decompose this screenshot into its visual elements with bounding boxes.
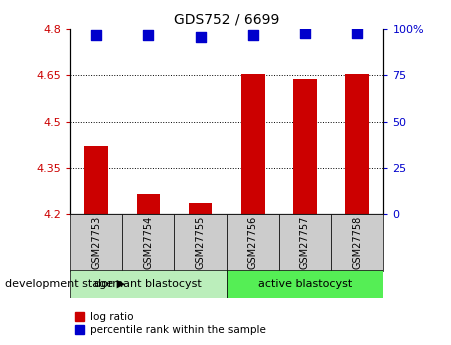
Bar (345, 74, 369, 214)
Bar (241, 74, 264, 214)
Legend: log ratio, percentile rank within the sample: log ratio, percentile rank within the sa… (75, 312, 266, 335)
Text: GSM27758: GSM27758 (352, 216, 362, 269)
Bar (137, 194, 160, 214)
Bar (293, 79, 317, 214)
Text: active blastocyst: active blastocyst (258, 279, 352, 289)
Bar (84, 146, 108, 214)
Point (249, 32, 256, 38)
Text: GSM27756: GSM27756 (248, 216, 258, 269)
Point (197, 34, 204, 39)
FancyBboxPatch shape (226, 270, 383, 298)
FancyBboxPatch shape (331, 214, 383, 271)
FancyBboxPatch shape (175, 214, 226, 271)
Text: GSM27757: GSM27757 (300, 216, 310, 269)
FancyBboxPatch shape (70, 270, 226, 298)
Point (145, 32, 152, 38)
Text: GSM27754: GSM27754 (143, 216, 153, 269)
FancyBboxPatch shape (70, 214, 122, 271)
FancyBboxPatch shape (279, 214, 331, 271)
Text: GSM27753: GSM27753 (91, 216, 101, 269)
Point (92, 32, 100, 38)
Title: GDS752 / 6699: GDS752 / 6699 (174, 13, 279, 27)
Text: dormant blastocyst: dormant blastocyst (94, 279, 202, 289)
Text: development stage ▶: development stage ▶ (5, 279, 124, 289)
Bar (189, 203, 212, 214)
Point (354, 30, 361, 36)
FancyBboxPatch shape (122, 214, 175, 271)
Point (301, 30, 308, 36)
FancyBboxPatch shape (226, 214, 279, 271)
Text: GSM27755: GSM27755 (195, 216, 206, 269)
